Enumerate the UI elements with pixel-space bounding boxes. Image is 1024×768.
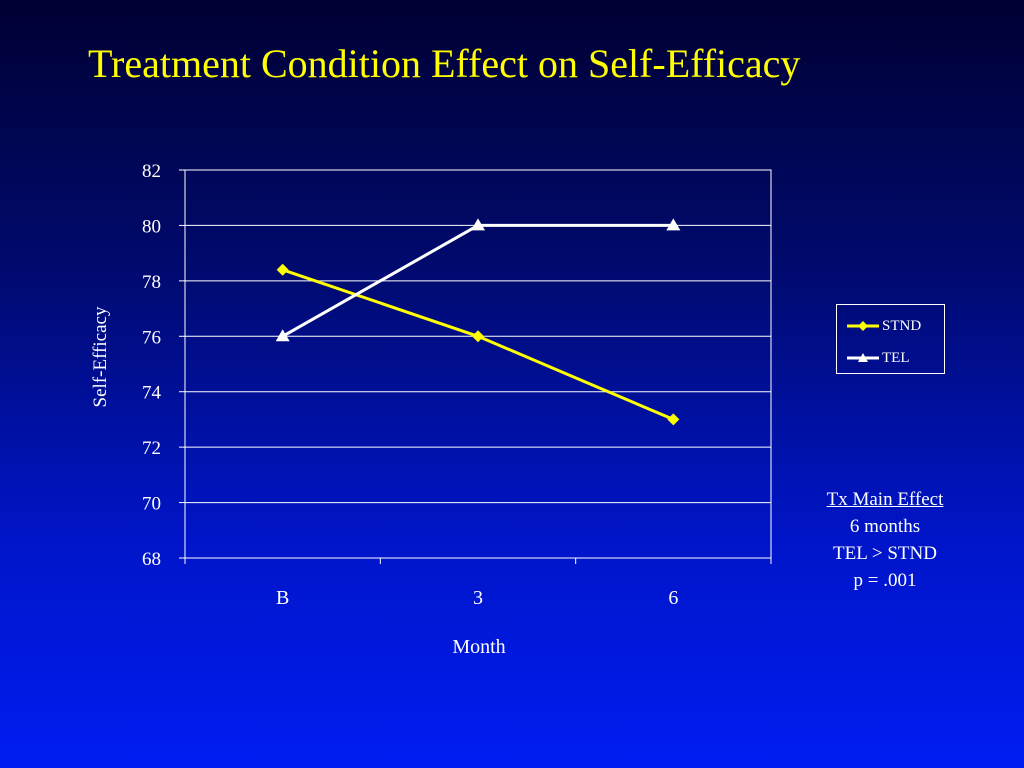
data-point-tel bbox=[666, 218, 681, 231]
x-axis-title: Month bbox=[452, 636, 505, 658]
y-tick-label: 82 bbox=[142, 161, 161, 182]
data-point-stnd bbox=[276, 263, 289, 276]
legend-item-stnd: STND bbox=[847, 317, 921, 335]
annotation-line: p = .001 bbox=[853, 570, 917, 591]
y-tick-label: 78 bbox=[142, 272, 161, 293]
legend-label-tel: TEL bbox=[882, 349, 910, 366]
legend-label-stnd: STND bbox=[882, 317, 922, 334]
annotation-line: TEL > STND bbox=[833, 543, 937, 564]
x-tick-label: 3 bbox=[473, 587, 483, 609]
y-tick-label: 74 bbox=[142, 383, 162, 404]
y-axis-ticks: 68 70 72 74 76 78 80 82 bbox=[142, 161, 185, 570]
series-stnd bbox=[276, 263, 680, 426]
y-tick-label: 68 bbox=[142, 549, 161, 570]
series-line-stnd bbox=[282, 268, 674, 421]
x-axis-ticks: B 3 6 bbox=[184, 558, 772, 609]
y-tick-label: 70 bbox=[142, 494, 161, 515]
tel-line-triangle-icon bbox=[847, 353, 879, 362]
x-tick-label: 6 bbox=[668, 587, 678, 609]
legend-item-tel: TEL bbox=[847, 349, 910, 367]
x-tick-label: B bbox=[276, 587, 289, 609]
stats-annotation: Tx Main Effect 6 months TEL > STND p = .… bbox=[800, 486, 970, 594]
series-tel bbox=[275, 218, 681, 342]
stnd-line-diamond-icon bbox=[847, 321, 879, 331]
chart-legend: STND TEL bbox=[836, 304, 945, 374]
data-point-stnd bbox=[667, 413, 680, 426]
y-axis-title: Self-Efficacy bbox=[90, 306, 111, 407]
data-point-tel bbox=[471, 218, 485, 231]
y-tick-label: 72 bbox=[142, 438, 161, 459]
annotation-heading: Tx Main Effect bbox=[826, 489, 944, 510]
annotation-line: 6 months bbox=[849, 516, 921, 537]
y-tick-label: 80 bbox=[142, 216, 161, 237]
data-point-stnd bbox=[472, 330, 484, 343]
y-tick-label: 76 bbox=[142, 327, 161, 348]
plot-area bbox=[184, 169, 772, 559]
series-layer bbox=[275, 218, 681, 426]
slide-title: Treatment Condition Effect on Self-Effic… bbox=[88, 41, 801, 86]
gridlines bbox=[185, 224, 771, 504]
data-point-tel bbox=[275, 329, 290, 342]
